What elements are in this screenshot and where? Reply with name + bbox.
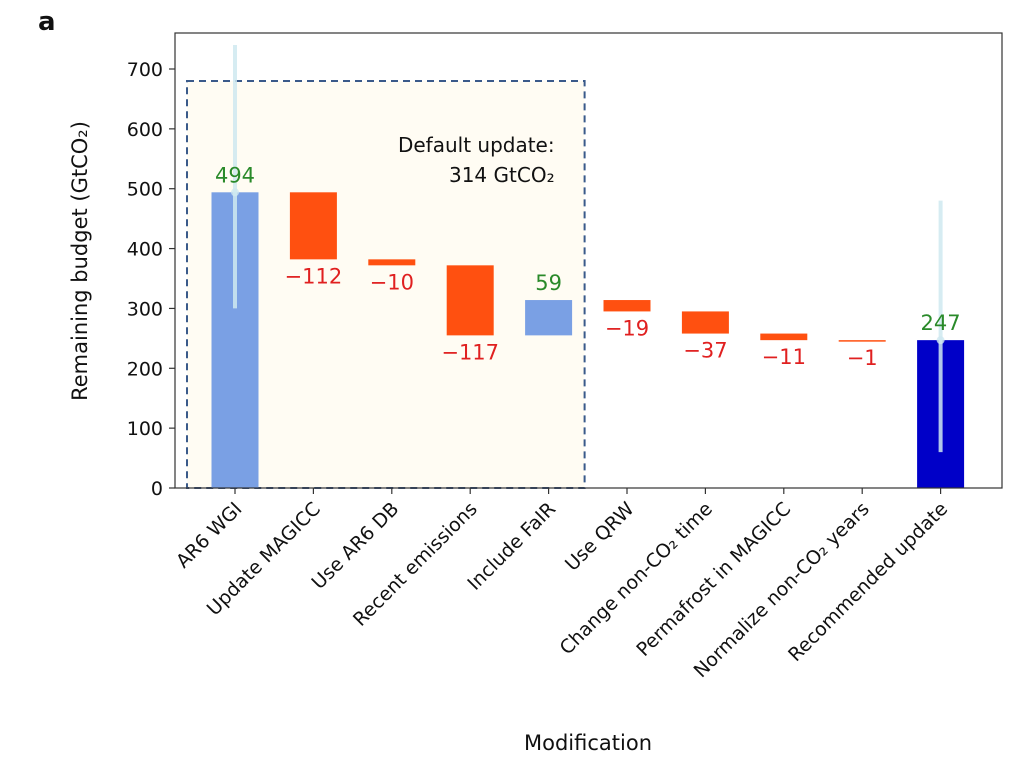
y-tick-label-600: 600 [127,119,163,141]
y-tick-label-700: 700 [127,59,163,81]
x-tick-label-8: Permafrost in MAGICC [632,498,795,661]
data-label-1: 494 [215,163,255,187]
data-label-7: −37 [683,339,727,363]
bar-4 [446,265,494,336]
y-tick-label-300: 300 [127,298,163,320]
data-label-5: 59 [535,271,562,295]
panel-label: a [38,7,56,37]
data-label-8: −11 [762,345,806,369]
bar-6 [603,300,651,312]
bar-5 [525,300,573,336]
y-tick-label-0: 0 [151,478,163,500]
annotation-line1: Default update: [398,133,555,157]
x-tick-label-1: AR6 WGI [172,498,247,573]
y-axis-label: Remaining budget (GtCO₂) [68,121,92,401]
annotation-line2: 314 GtCO₂ [449,163,555,187]
data-label-6: −19 [605,316,649,340]
error-point-10 [936,336,945,345]
data-label-2: −112 [285,264,343,288]
data-label-9: −1 [847,346,878,370]
data-label-4: −117 [441,340,499,364]
x-axis-label: Modification [524,731,652,755]
y-tick-label-500: 500 [127,179,163,201]
data-label-3: −10 [370,270,414,294]
data-label-10: 247 [921,311,961,335]
bar-7 [681,311,729,334]
y-tick-label-200: 200 [127,358,163,380]
error-point-1 [231,188,239,197]
bar-2 [289,192,337,260]
y-tick-label-400: 400 [127,239,163,261]
x-tick-label-7: Change non-CO₂ time [556,498,717,659]
bar-3 [368,259,416,266]
y-tick-label-100: 100 [127,418,163,440]
x-tick-label-10: Recommended update [784,498,952,666]
bar-9 [838,340,886,342]
plot-frame [174,32,1003,489]
x-tick-label-6: Use QRW [561,498,639,576]
bar-8 [760,333,808,341]
